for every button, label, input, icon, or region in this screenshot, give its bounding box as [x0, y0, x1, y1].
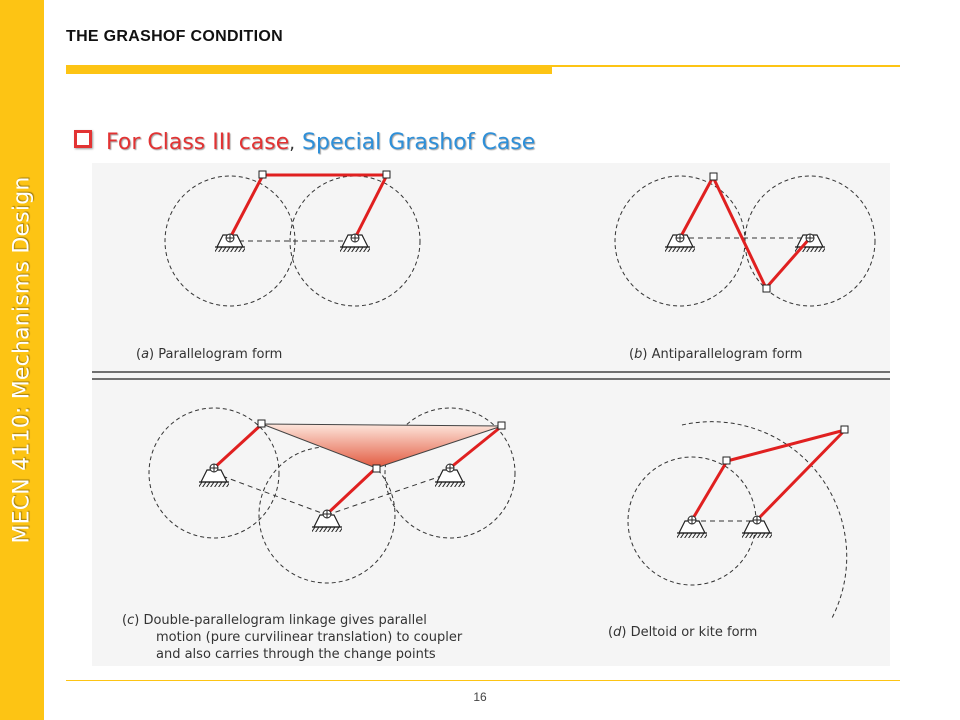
- caption-c-line2: motion (pure curvilinear translation) to…: [156, 630, 463, 645]
- page-number: 16: [473, 690, 487, 704]
- diagram-antiparallelogram: [614, 172, 876, 307]
- heading-class-iii: For Class III case: [106, 130, 290, 155]
- linkage-figure: (a) Parallelogram form (b) Antiparallelo…: [92, 163, 890, 666]
- caption-a: (a) Parallelogram form: [136, 347, 282, 362]
- diagram-double-parallelogram: [148, 407, 516, 584]
- sidebar: MECN 4110: Mechanisms Design: [0, 0, 44, 720]
- heading-separator: ,: [289, 133, 296, 154]
- footer-line: [66, 680, 900, 681]
- slide-heading: For Class III case, Special Grashof Case: [74, 130, 535, 155]
- slide-title: THE GRASHOF CONDITION: [66, 28, 283, 45]
- title-accent-bar: [66, 65, 552, 74]
- course-title: MECN 4110: Mechanisms Design: [9, 176, 35, 544]
- bullet-square-icon: [74, 130, 92, 148]
- caption-d: (d) Deltoid or kite form: [608, 625, 757, 640]
- caption-b: (b) Antiparallelogram form: [629, 347, 802, 362]
- caption-c-line1: (c) Double-parallelogram linkage gives p…: [122, 613, 427, 628]
- heading-special-grashof: Special Grashof Case: [302, 130, 536, 155]
- title-accent-line: [66, 65, 900, 67]
- caption-c-line3: and also carries through the change poin…: [156, 647, 436, 662]
- diagram-deltoid-kite: [627, 421, 849, 619]
- diagram-parallelogram: [164, 170, 421, 307]
